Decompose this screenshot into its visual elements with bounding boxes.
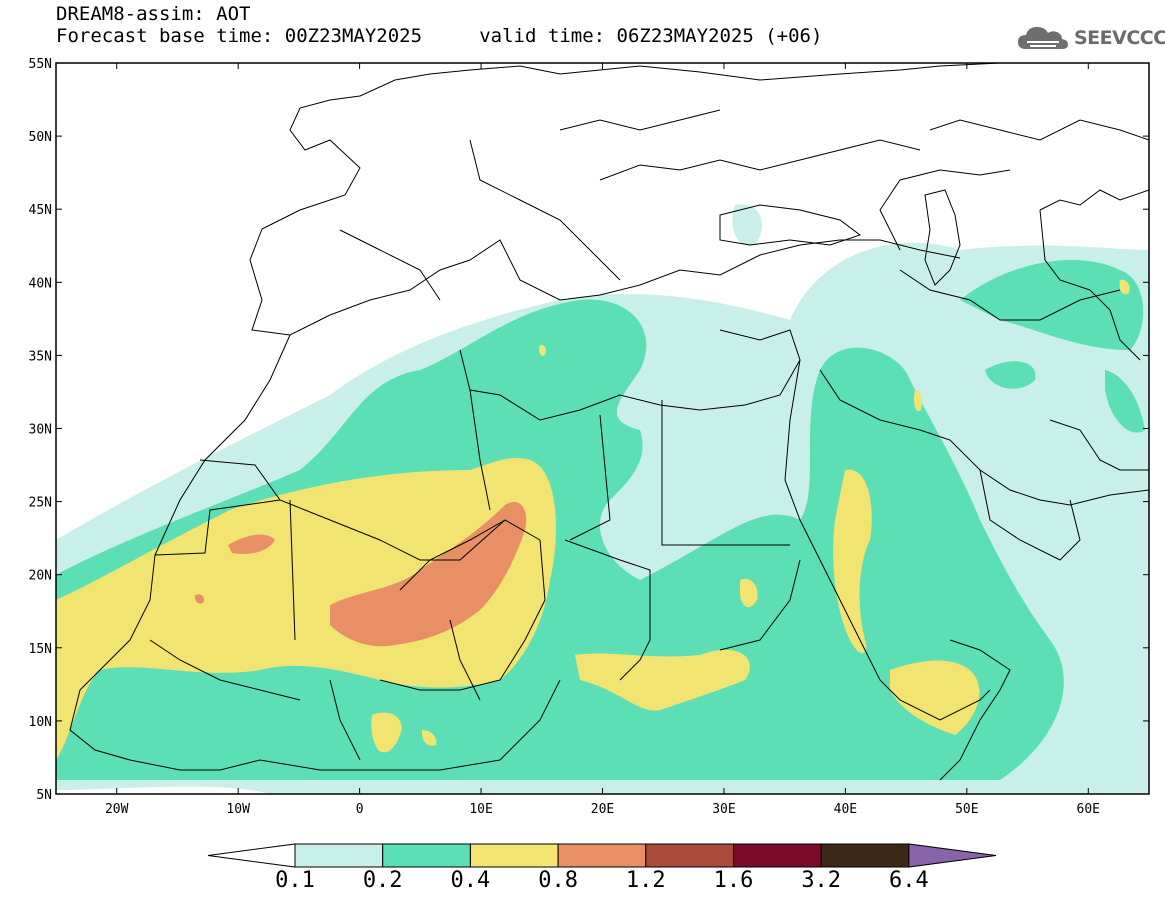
colorbar-segment xyxy=(645,843,734,868)
lat-label: 40N xyxy=(29,276,52,291)
colorbar-label: 1.2 xyxy=(625,868,666,893)
lon-label: 30E xyxy=(712,802,735,817)
colorbar-segment xyxy=(733,843,822,868)
colorbar-over-triangle xyxy=(908,843,997,868)
colorbar-label: 6.4 xyxy=(889,868,929,893)
lon-label: 50E xyxy=(955,802,978,817)
lat-label: 45N xyxy=(29,203,52,218)
lon-axis: 20W 10W 0 10E 20E 30E 40E 50E 60E xyxy=(105,63,1100,817)
lat-label: 50N xyxy=(29,130,52,145)
lat-label: 55N xyxy=(29,57,52,72)
lon-label: 20W xyxy=(105,802,129,817)
aot-field xyxy=(56,63,1149,794)
colorbar-label: 3.2 xyxy=(801,868,842,893)
colorbar-segment xyxy=(557,843,647,868)
lon-label: 10W xyxy=(226,802,250,817)
colorbar-label: 0.2 xyxy=(362,868,403,893)
aot-band-0.8 xyxy=(194,501,527,647)
lat-label: 30N xyxy=(29,423,52,438)
lat-label: 20N xyxy=(29,569,52,584)
colorbar-under-triangle xyxy=(207,843,296,868)
aot-band-0.4 xyxy=(56,279,1130,760)
coastlines xyxy=(69,63,1149,781)
colorbar-segment xyxy=(820,843,910,868)
colorbar-label: 0.8 xyxy=(538,868,578,893)
logo-text: SEEVCCC xyxy=(1074,27,1165,49)
colorbar-label: 0.1 xyxy=(275,868,315,893)
map-title: DREAM8-assim: AOT xyxy=(56,3,251,25)
lat-label: 15N xyxy=(29,642,52,657)
lat-label: 5N xyxy=(36,788,52,803)
colorbar-segment xyxy=(294,843,384,868)
lon-label: 40E xyxy=(834,802,857,817)
colorbar-label: 1.6 xyxy=(713,868,754,893)
cloud-icon xyxy=(1018,27,1068,49)
lon-label: 60E xyxy=(1077,802,1100,817)
inland-seas xyxy=(719,189,961,286)
colorbar xyxy=(207,843,997,868)
lat-label: 35N xyxy=(29,349,52,364)
lat-label: 10N xyxy=(29,715,52,730)
lon-label: 0 xyxy=(356,802,364,817)
forecast-times: Forecast base time: 00Z23MAY2025 valid t… xyxy=(56,25,823,47)
lat-axis: 55N 50N 45N 40N 35N 30N 25N 20N 15N 10N 5N xyxy=(29,57,1149,803)
colorbar-label: 0.4 xyxy=(450,868,491,893)
seevccc-logo: SEEVCCC xyxy=(1016,20,1165,56)
lat-label: 25N xyxy=(29,496,52,511)
lon-label: 10E xyxy=(469,802,492,817)
colorbar-segment xyxy=(469,843,559,868)
lon-label: 20E xyxy=(591,802,614,817)
colorbar-segment xyxy=(382,843,471,868)
